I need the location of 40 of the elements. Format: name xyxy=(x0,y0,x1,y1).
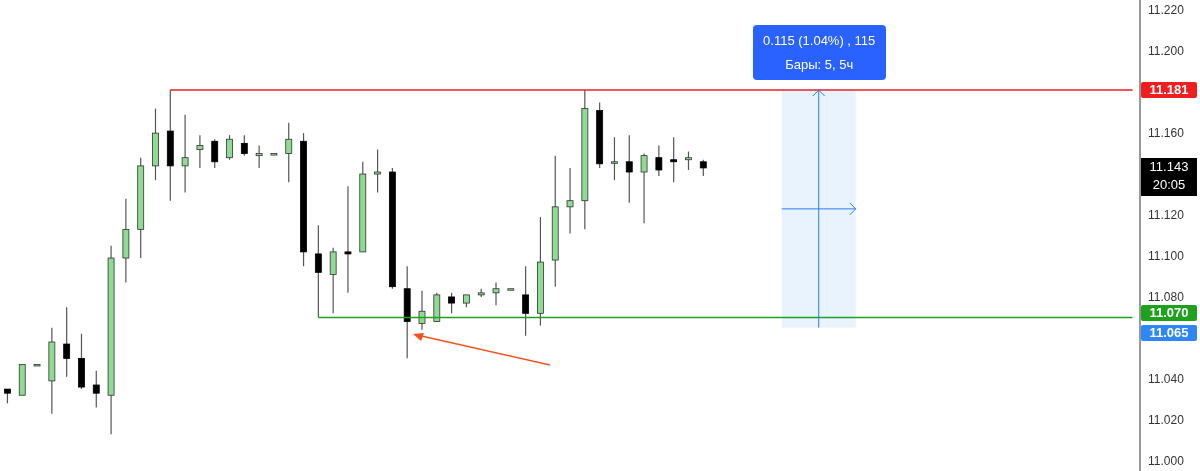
y-tick-label: 11.200 xyxy=(1148,44,1185,59)
candlestick xyxy=(566,167,574,235)
candlestick xyxy=(314,224,322,319)
candlestick xyxy=(685,150,692,171)
ref-line-label: 11.070 xyxy=(1141,305,1197,322)
candlestick xyxy=(344,185,352,294)
candlestick xyxy=(240,134,248,157)
candlestick xyxy=(448,292,455,314)
ref-line-label: 11.181 xyxy=(1141,82,1197,99)
y-tick-label: 11.100 xyxy=(1148,249,1185,264)
candlestick xyxy=(655,144,663,177)
candlestick xyxy=(196,134,204,169)
candlestick xyxy=(226,134,233,161)
y-tick-label: 11.000 xyxy=(1148,454,1185,469)
candlestick xyxy=(285,122,293,183)
y-tick-label: 11.160 xyxy=(1148,126,1185,141)
y-tick-label: 11.040 xyxy=(1148,372,1185,387)
annotation: Бары: 5, 5ч xyxy=(784,56,855,74)
candlestick xyxy=(181,114,189,194)
text: 11.143 xyxy=(1148,157,1190,176)
y-tick-label: 11.120 xyxy=(1148,208,1185,223)
candlestick xyxy=(211,138,219,169)
candlestick xyxy=(492,282,500,306)
candlestick xyxy=(255,144,263,169)
candlestick xyxy=(418,290,426,331)
candlestick xyxy=(522,265,530,337)
annotation: 0.115 (1.04%) , 115 xyxy=(762,32,877,50)
candlestick xyxy=(92,370,100,409)
text: 11.065 xyxy=(1141,324,1197,341)
candlestick xyxy=(374,148,381,194)
candlestick xyxy=(670,136,678,183)
candlestick xyxy=(640,152,648,224)
candlestick xyxy=(611,136,618,181)
y-tick-label: 11.020 xyxy=(1148,413,1185,428)
candlestick xyxy=(625,134,633,204)
y-tick-label: 11.220 xyxy=(1148,3,1185,18)
y-tick-label: 11.080 xyxy=(1148,290,1185,305)
candlestick xyxy=(329,247,337,314)
text: 20:05 xyxy=(1151,175,1187,194)
candlestick xyxy=(63,306,71,378)
